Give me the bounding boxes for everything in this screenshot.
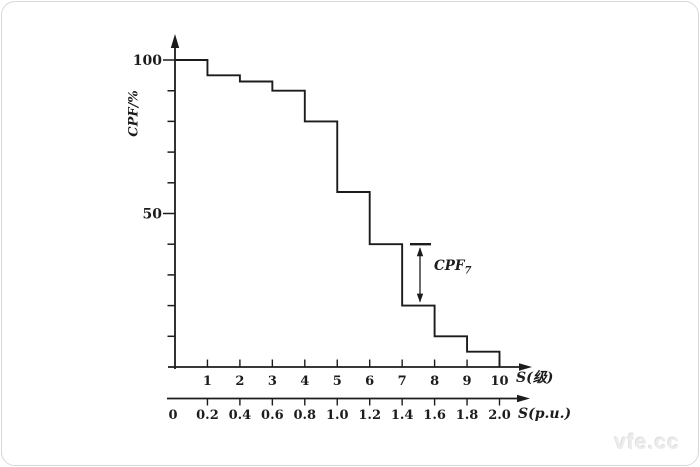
x-pu-tick-label: 0.4 — [229, 408, 252, 423]
x-axis-grade-label: S(级) — [516, 370, 554, 386]
annotation-arrowhead-down-icon — [416, 293, 424, 303]
x-grade-tick-label: 5 — [333, 374, 342, 389]
x-grade-tick-label: 7 — [398, 374, 407, 389]
x-axis-grade-arrow-icon — [519, 363, 532, 371]
x-pu-tick-label: 2.0 — [488, 408, 511, 423]
y-tick-label: 50 — [143, 207, 163, 223]
y-tick-label: 100 — [133, 53, 162, 69]
x-pu-tick-label: 0 — [168, 408, 177, 423]
x-axis-pu-arrow-icon — [517, 394, 530, 403]
x-pu-tick-label: 0.2 — [196, 408, 219, 423]
step-curve — [175, 59, 501, 367]
x-pu-tick-label: 0.8 — [293, 408, 316, 423]
watermark: vfe.cc — [614, 431, 680, 454]
x-grade-tick-label: 10 — [490, 374, 508, 389]
annotation-cpf7: CPF7 — [434, 258, 471, 277]
x-pu-tick-label: 1.6 — [423, 408, 446, 423]
annotation-subscript: 7 — [464, 265, 472, 277]
x-grade-tick-label: 6 — [365, 374, 374, 389]
x-grade-tick-label: 2 — [235, 374, 244, 389]
x-grade-tick-label: 1 — [203, 374, 212, 389]
x-pu-tick-label: 1.8 — [456, 408, 479, 423]
x-grade-tick-label: 8 — [430, 374, 439, 389]
x-pu-tick-label: 1.4 — [391, 408, 414, 423]
x-grade-tick-label: 4 — [300, 374, 309, 389]
x-pu-tick-label: 0.6 — [261, 408, 284, 423]
y-axis-label: CPF/% — [126, 90, 142, 137]
x-pu-tick-label: 1.2 — [358, 408, 381, 423]
x-grade-tick-label: 3 — [268, 374, 277, 389]
annotation-text: CPF — [434, 258, 465, 274]
annotation-arrowhead-up-icon — [416, 247, 424, 257]
x-pu-tick-label: 1.0 — [326, 408, 349, 423]
x-grade-tick-label: 9 — [463, 374, 472, 389]
y-axis-arrow-icon — [170, 34, 180, 48]
x-axis-pu-label: S(p.u.) — [518, 406, 572, 422]
